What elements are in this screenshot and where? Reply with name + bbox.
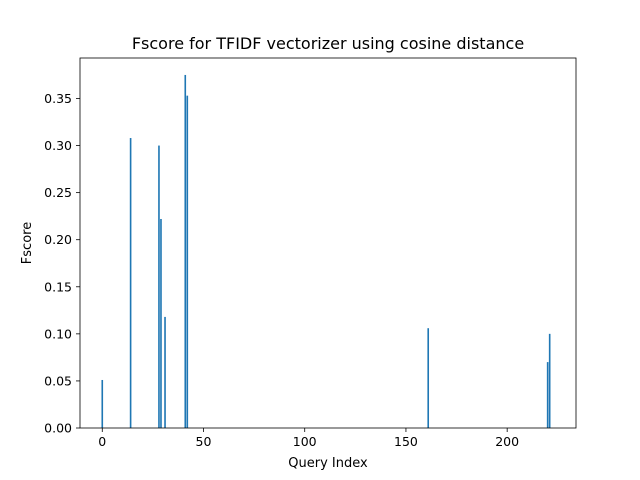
x-tick-label: 100 xyxy=(293,434,317,449)
y-tick-label: 0.10 xyxy=(44,326,72,341)
bar-28 xyxy=(158,145,160,428)
y-tick-label: 0.20 xyxy=(44,232,72,247)
y-tick-label: 0.15 xyxy=(44,279,72,294)
x-tick-label: 0 xyxy=(98,434,106,449)
bar-220 xyxy=(546,362,549,428)
y-tick-label: 0.00 xyxy=(44,421,72,436)
x-tick-label: 50 xyxy=(196,434,212,449)
y-tick-label: 0.30 xyxy=(44,138,72,153)
bar-0 xyxy=(101,379,104,428)
y-tick-label: 0.25 xyxy=(44,185,72,200)
x-ticks: 0 50 100 150 200 xyxy=(98,428,519,449)
y-tick-label: 0.05 xyxy=(44,373,72,388)
bar-14 xyxy=(129,138,132,428)
bars xyxy=(101,74,551,428)
bar-221 xyxy=(548,333,551,428)
bar-41 xyxy=(184,74,187,428)
x-tick-label: 200 xyxy=(495,434,519,449)
bar-31 xyxy=(164,316,166,428)
plot-frame xyxy=(79,57,577,429)
bar-42 xyxy=(186,95,189,428)
bar-161 xyxy=(427,328,430,428)
chart-title: Fscore for TFIDF vectorizer using cosine… xyxy=(132,34,524,53)
y-tick-label: 0.35 xyxy=(44,91,72,106)
bar-29 xyxy=(160,218,162,428)
y-ticks: 0.00 0.05 0.10 0.15 0.20 0.25 0.30 0.35 xyxy=(44,91,80,436)
x-tick-label: 150 xyxy=(394,434,418,449)
x-axis-label: Query Index xyxy=(288,456,368,471)
y-axis-label: Fscore xyxy=(20,222,35,264)
